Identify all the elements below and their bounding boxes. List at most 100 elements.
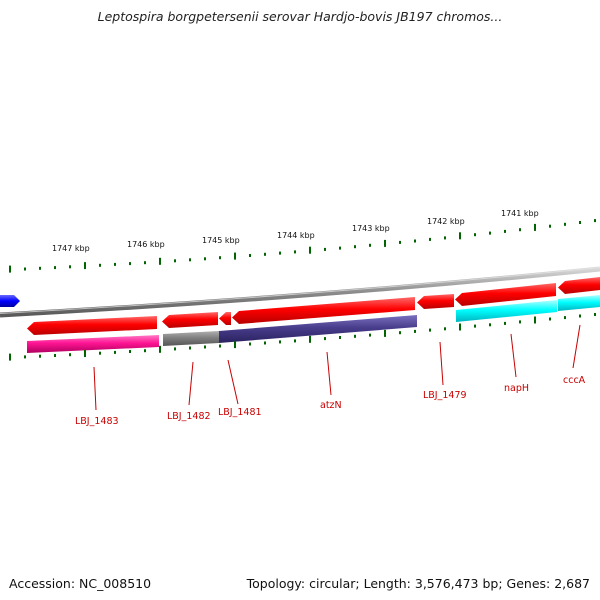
kbp-label: 1747 kbp bbox=[52, 244, 90, 253]
major-tick bbox=[384, 239, 386, 247]
minor-tick bbox=[564, 316, 566, 320]
minor-tick bbox=[354, 245, 356, 249]
minor-tick bbox=[594, 219, 596, 223]
major-tick bbox=[309, 246, 311, 254]
minor-tick bbox=[324, 247, 326, 251]
major-tick bbox=[459, 232, 461, 240]
kbp-label: 1742 kbp bbox=[427, 217, 465, 226]
cog-feature-pink[interactable] bbox=[27, 335, 159, 353]
minor-tick bbox=[264, 341, 266, 345]
minor-tick bbox=[144, 349, 146, 353]
major-tick bbox=[9, 353, 11, 361]
cog-feature-cyan[interactable] bbox=[558, 295, 600, 311]
minor-tick bbox=[474, 324, 476, 328]
cds-feature[interactable] bbox=[417, 294, 454, 309]
major-tick bbox=[459, 323, 461, 331]
minor-tick bbox=[99, 351, 101, 355]
major-tick bbox=[9, 265, 11, 273]
gene-label[interactable]: atzN bbox=[320, 400, 342, 411]
minor-tick bbox=[99, 263, 101, 267]
cog-feature-cyan[interactable] bbox=[456, 300, 557, 322]
major-tick bbox=[309, 335, 311, 343]
minor-tick bbox=[489, 231, 491, 235]
minor-tick bbox=[564, 222, 566, 226]
minor-tick bbox=[324, 337, 326, 341]
major-tick bbox=[234, 341, 236, 349]
minor-tick bbox=[39, 266, 41, 270]
minor-tick bbox=[249, 254, 251, 257]
minor-tick bbox=[189, 258, 191, 262]
minor-tick bbox=[219, 256, 221, 260]
minor-tick bbox=[399, 240, 401, 244]
minor-tick bbox=[174, 347, 176, 351]
major-tick bbox=[384, 329, 386, 337]
minor-tick bbox=[69, 265, 71, 269]
cds-feature[interactable] bbox=[232, 297, 415, 324]
gene-label[interactable]: cccA bbox=[563, 375, 586, 386]
minor-tick bbox=[279, 340, 281, 344]
minor-tick bbox=[339, 246, 341, 250]
kbp-label: 1744 kbp bbox=[277, 231, 315, 240]
minor-tick bbox=[279, 251, 281, 255]
minor-tick bbox=[444, 327, 446, 331]
minor-tick bbox=[504, 229, 506, 233]
minor-tick bbox=[549, 317, 551, 321]
kbp-label: 1743 kbp bbox=[352, 224, 390, 233]
minor-tick bbox=[204, 257, 206, 261]
accession-text: Accession: NC_008510 bbox=[9, 576, 152, 591]
cog-feature-gray[interactable] bbox=[163, 331, 219, 346]
minor-tick bbox=[414, 329, 416, 333]
gene-label[interactable]: LBJ_1482 bbox=[167, 411, 211, 422]
cds-feature[interactable] bbox=[455, 283, 556, 306]
minor-tick bbox=[489, 323, 491, 327]
minor-tick bbox=[444, 236, 446, 240]
minor-tick bbox=[204, 345, 206, 349]
gene-label[interactable]: LBJ_1481 bbox=[218, 407, 262, 418]
minor-tick bbox=[519, 320, 521, 324]
minor-tick bbox=[69, 353, 71, 357]
scale-ticks-upper bbox=[9, 219, 596, 273]
major-tick bbox=[84, 262, 86, 270]
cds-feature-blue[interactable] bbox=[0, 295, 20, 307]
cds-feature[interactable] bbox=[162, 312, 218, 328]
scale-ticks-lower bbox=[9, 313, 596, 361]
gene-label[interactable]: LBJ_1479 bbox=[423, 390, 467, 401]
minor-tick bbox=[414, 239, 416, 243]
major-tick bbox=[234, 252, 236, 260]
kbp-label: 1746 kbp bbox=[127, 240, 165, 249]
cds-feature[interactable] bbox=[558, 277, 600, 294]
minor-tick bbox=[54, 354, 56, 357]
minor-tick bbox=[579, 221, 581, 224]
minor-tick bbox=[54, 266, 56, 270]
map-title: Leptospira borgpetersenii serovar Hardjo… bbox=[97, 9, 503, 24]
minor-tick bbox=[594, 313, 596, 316]
minor-tick bbox=[429, 328, 431, 332]
minor-tick bbox=[294, 250, 296, 254]
cds-feature[interactable] bbox=[27, 316, 157, 335]
cds-feature[interactable] bbox=[219, 312, 231, 325]
major-tick bbox=[159, 257, 161, 265]
minor-tick bbox=[129, 262, 131, 266]
minor-tick bbox=[429, 237, 431, 241]
topology-text: Topology: circular; Length: 3,576,473 bp… bbox=[246, 576, 590, 591]
cog-feature-navy[interactable] bbox=[219, 315, 417, 343]
minor-tick bbox=[39, 354, 41, 358]
minor-tick bbox=[294, 339, 296, 343]
major-tick bbox=[84, 350, 86, 357]
minor-tick bbox=[114, 262, 116, 266]
gene-label[interactable]: LBJ_1483 bbox=[75, 416, 119, 427]
kbp-label: 1741 kbp bbox=[501, 209, 539, 218]
minor-tick bbox=[189, 346, 191, 350]
gene-label[interactable]: napH bbox=[504, 383, 529, 394]
minor-tick bbox=[549, 224, 551, 228]
major-tick bbox=[159, 345, 161, 353]
minor-tick bbox=[129, 350, 131, 353]
minor-tick bbox=[399, 331, 401, 335]
major-tick bbox=[534, 316, 536, 324]
minor-tick bbox=[519, 228, 521, 232]
kbp-label: 1745 kbp bbox=[202, 236, 240, 245]
minor-tick bbox=[579, 314, 581, 318]
minor-tick bbox=[354, 334, 356, 338]
minor-tick bbox=[114, 350, 116, 354]
major-tick bbox=[534, 223, 536, 231]
